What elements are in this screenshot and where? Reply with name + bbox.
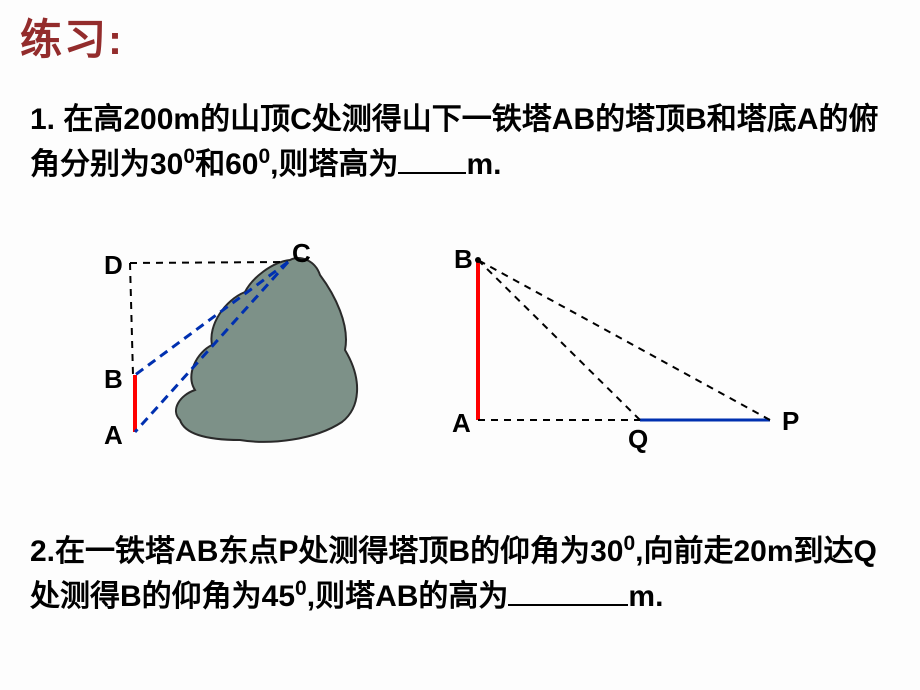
p2-a: 在一铁塔 — [55, 535, 175, 568]
p2-B2: B — [120, 580, 142, 613]
p1-num: 1. — [30, 103, 55, 136]
page-title: 练习: — [20, 6, 124, 67]
d2-label-B: B — [454, 244, 473, 274]
p1-g: 和 — [195, 148, 225, 181]
p2-b: 东点 — [218, 535, 278, 568]
p2-c: 处测得塔顶 — [298, 535, 448, 568]
d1-line-DB — [130, 263, 133, 375]
p2-ang2: 45 — [262, 580, 295, 613]
p2-unit: m. — [628, 580, 663, 613]
p1-h: ,则塔高为 — [270, 148, 398, 181]
p1-ang2: 60 — [225, 148, 258, 181]
p2-AB: AB — [175, 535, 218, 568]
problem-1: 1. 在高200m的山顶C处测得山下一铁塔AB的塔顶B和塔底A的俯角分别为300… — [30, 100, 890, 185]
p2-d: 的仰角为 — [470, 535, 590, 568]
p2-h: 的仰角为 — [142, 580, 262, 613]
p1-d: 的塔顶 — [595, 103, 685, 136]
d2-sight-QB — [478, 260, 640, 420]
p1-deg1: 0 — [183, 145, 195, 168]
diagrams-svg: D C B A B A Q P — [0, 240, 920, 520]
p2-deg1: 0 — [623, 532, 635, 555]
p1-unit: m. — [466, 148, 501, 181]
problem-2: 2.在一铁塔AB东点P处测得塔顶B的仰角为300,向前走20m到达Q处测得B的仰… — [30, 532, 890, 617]
p2-i: ,则塔 — [307, 580, 375, 613]
p1-AB: AB — [552, 103, 595, 136]
p2-Q: Q — [854, 535, 877, 568]
p1-deg2: 0 — [258, 145, 270, 168]
p1-B: B — [685, 103, 707, 136]
d1-line-DC — [130, 262, 288, 263]
d2-label-P: P — [782, 406, 799, 436]
p2-e: ,向前走 — [635, 535, 733, 568]
p1-e: 和塔底 — [707, 103, 797, 136]
p1-a: 在高 — [55, 103, 123, 136]
p2-AB2: AB — [375, 580, 418, 613]
d1-label-A: A — [104, 420, 123, 450]
p2-f: 到达 — [794, 535, 854, 568]
p2-P: P — [278, 535, 298, 568]
p2-g: 处测得 — [30, 580, 120, 613]
p2-num: 2. — [30, 535, 55, 568]
p2-blank — [508, 573, 628, 606]
p1-c: 处测得山下一铁塔 — [312, 103, 552, 136]
p1-A: A — [797, 103, 819, 136]
d2-label-A: A — [452, 408, 471, 438]
p2-dist: 20m — [733, 535, 793, 568]
d1-label-B: B — [104, 364, 123, 394]
diagrams-region: D C B A B A Q P — [0, 240, 920, 520]
p1-height: 200m — [123, 103, 200, 136]
p2-j: 的高为 — [418, 580, 508, 613]
p1-ang1: 30 — [150, 148, 183, 181]
p2-deg2: 0 — [295, 577, 307, 600]
d1-label-C: C — [292, 240, 311, 268]
p1-b: 的山顶 — [200, 103, 290, 136]
p1-C: C — [290, 103, 312, 136]
d2-sight-PB — [478, 260, 770, 420]
d2-label-Q: Q — [628, 424, 648, 454]
p2-B: B — [448, 535, 470, 568]
d1-label-D: D — [104, 250, 123, 280]
p1-blank — [398, 141, 466, 174]
p2-ang1: 30 — [590, 535, 623, 568]
